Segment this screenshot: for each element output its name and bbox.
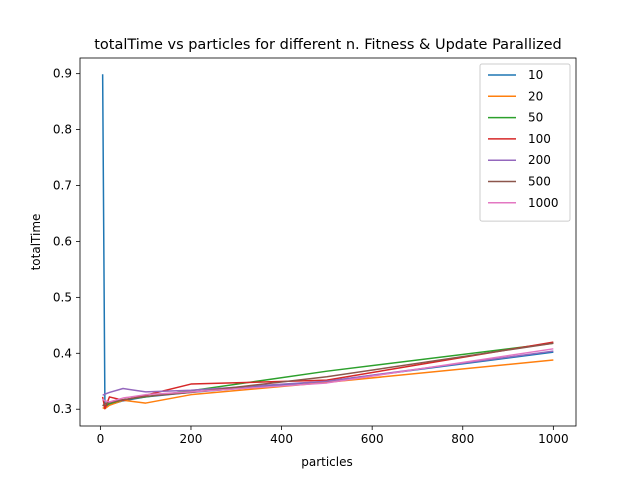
y-tick-label: 0.4 xyxy=(53,346,72,360)
y-tick-label: 0.8 xyxy=(53,123,72,137)
y-tick-label: 0.9 xyxy=(53,67,72,81)
chart-title: totalTime vs particles for different n. … xyxy=(94,37,562,53)
y-tick-label: 0.6 xyxy=(53,234,72,248)
legend-label-500: 500 xyxy=(528,175,551,189)
x-tick-label: 600 xyxy=(361,432,384,446)
legend-label-10: 10 xyxy=(528,68,543,82)
x-tick-label: 0 xyxy=(97,432,105,446)
x-axis-ticks: 0 200 400 600 800 1000 xyxy=(97,426,569,446)
legend-label-20: 20 xyxy=(528,89,543,103)
x-axis-label: particles xyxy=(301,455,353,469)
legend: 10 20 50 100 200 500 1000 xyxy=(479,63,571,222)
legend-label-200: 200 xyxy=(528,153,551,167)
series-line-1000 xyxy=(102,348,554,403)
x-tick-label: 400 xyxy=(270,432,293,446)
legend-label-50: 50 xyxy=(528,111,543,125)
series-layer xyxy=(101,74,554,410)
legend-label-1000: 1000 xyxy=(528,196,559,210)
legend-label-100: 100 xyxy=(528,132,551,146)
x-tick-label: 800 xyxy=(451,432,474,446)
x-tick-label: 1000 xyxy=(538,432,569,446)
series-line-200 xyxy=(102,350,554,396)
series-line-500 xyxy=(102,342,554,407)
y-tick-label: 0.5 xyxy=(53,290,72,304)
x-tick-label: 200 xyxy=(180,432,203,446)
plot-frame xyxy=(79,57,577,427)
y-axis-label: totalTime xyxy=(29,214,43,271)
y-tick-label: 0.3 xyxy=(53,402,72,416)
y-axis-ticks: 0.3 0.4 0.5 0.6 0.7 0.8 0.9 xyxy=(53,67,80,416)
y-tick-label: 0.7 xyxy=(53,179,72,193)
